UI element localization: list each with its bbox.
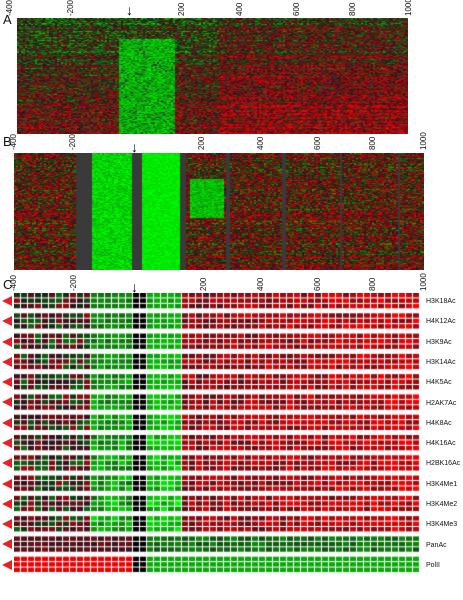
- histone-mark-label: H4K12Ac: [426, 318, 456, 326]
- histone-mark-label: H3K14Ac: [426, 359, 456, 366]
- panel-b-tick: -200: [68, 133, 77, 150]
- histone-mark-label: H3K4Me3: [426, 521, 458, 529]
- panel-a-tick: 600: [292, 2, 301, 16]
- panel-c-tick: -400: [9, 274, 18, 291]
- histone-mark-label: H4K16Ac: [426, 440, 456, 448]
- panel-b-tick: 400: [256, 136, 265, 150]
- histone-mark-label: H3K4Me2: [426, 501, 458, 508]
- panel-a-heatmap: [17, 18, 408, 134]
- histone-mark-label: H2AK7Ac: [426, 399, 457, 407]
- histone-mark-label: H4K5Ac: [426, 379, 452, 387]
- panel-a-tick: -200: [66, 0, 75, 16]
- tss-arrow-icon: ↓: [126, 2, 133, 18]
- panel-b-tick: -400: [9, 133, 18, 150]
- tss-arrow-icon: ↓: [131, 279, 138, 295]
- panel-c-tick: 1000: [419, 273, 428, 291]
- time-gradient-wedge-icon: [2, 296, 12, 306]
- time-gradient-wedge-icon: [2, 458, 12, 469]
- panel-b-heatmap: [14, 153, 424, 270]
- panel-a-tick: -400: [5, 0, 14, 16]
- panel-c-tick: 200: [199, 277, 208, 291]
- histone-mark-label: PolII: [426, 561, 441, 569]
- histone-mark-label: H4K8Ac: [426, 419, 452, 427]
- panel-b-tick: 600: [313, 136, 322, 150]
- histone-mark-label: H3K18Ac: [426, 298, 456, 306]
- panel-a-tick: 200: [177, 2, 186, 16]
- time-gradient-wedge-icon: [2, 498, 12, 509]
- time-gradient-wedge-icon: [2, 397, 12, 408]
- panel-c-tick: 600: [313, 277, 322, 291]
- time-gradient-wedge-icon: [2, 478, 12, 489]
- histone-mark-label: H3K9Ac: [426, 338, 452, 346]
- panel-c-tick: -200: [69, 274, 78, 291]
- panel-b-tick: 800: [368, 136, 377, 150]
- histone-mark-label: H2BK16Ac: [426, 460, 461, 468]
- panel-a-tick: 800: [348, 2, 357, 16]
- panel-b-letter: B: [3, 134, 12, 149]
- time-gradient-wedge-icon: [2, 519, 12, 530]
- time-gradient-wedge-icon: [2, 417, 12, 428]
- tss-arrow-icon: ↓: [131, 139, 138, 155]
- panel-c-heatmap: [14, 293, 421, 577]
- time-gradient-wedge-icon: [2, 559, 12, 570]
- panel-c-tick: 400: [256, 277, 265, 291]
- panel-b-tick: 1000: [419, 132, 428, 150]
- time-gradient-wedge-icon: [2, 356, 12, 367]
- histone-mark-label: PanAc: [426, 541, 447, 549]
- panel-b-tick: 200: [197, 136, 206, 150]
- panel-a-letter: A: [3, 12, 12, 27]
- panel-c-letter: C: [3, 277, 13, 292]
- panel-c-tick: 800: [368, 277, 377, 291]
- time-gradient-wedge-icon: [2, 539, 12, 550]
- histone-mark-label: H3K4Me1: [426, 480, 458, 488]
- time-gradient-wedge-icon: [2, 377, 12, 388]
- time-gradient-wedge-icon: [2, 316, 12, 327]
- panel-a-tick: 400: [235, 2, 244, 16]
- time-gradient-wedge-icon: [2, 336, 12, 347]
- panel-a-tick: 1000: [404, 0, 413, 16]
- time-gradient-wedge-icon: [2, 438, 12, 448]
